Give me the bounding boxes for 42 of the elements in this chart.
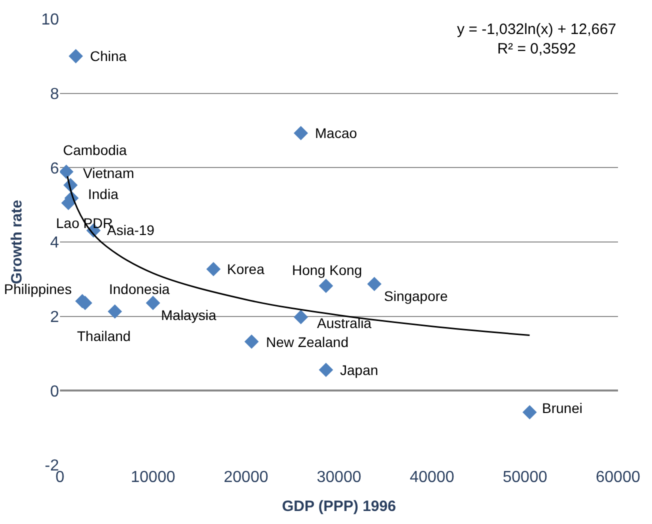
annotation: Japan (340, 362, 378, 378)
annotation: Korea (227, 261, 265, 277)
point (367, 276, 382, 292)
y-tick-label: 10 (41, 12, 60, 29)
x-tick-label: 40000 (410, 469, 454, 486)
annotation: Australia (317, 315, 372, 331)
annotation: y = -1,032ln(x) + 12,667 R² = 0,3592 (457, 21, 616, 58)
point (68, 49, 83, 64)
point (206, 262, 221, 276)
annotation: Malaysia (161, 307, 216, 323)
point (60, 164, 74, 179)
point (318, 362, 334, 377)
y-tick-label: 6 (50, 160, 60, 178)
y-tick-label: 8 (50, 86, 60, 103)
x-tick-label: 30000 (316, 469, 362, 486)
annotation: Vietnam (83, 165, 134, 181)
annotation: Thailand (77, 328, 131, 344)
x-tick-label: 20000 (224, 469, 268, 486)
point (294, 126, 308, 140)
y-tick-label: 4 (50, 234, 60, 252)
annotation: Macao (315, 125, 358, 141)
point (146, 296, 160, 310)
annotation: New Zealand (266, 334, 348, 350)
annotation: India (88, 186, 119, 202)
point (294, 310, 308, 324)
annotation: China (90, 48, 127, 64)
y-axis-title: Growth rate (8, 200, 26, 284)
annotation: Indonesia (109, 281, 170, 297)
x-tick-label: 10000 (130, 469, 176, 486)
point (318, 278, 334, 294)
point (522, 405, 537, 420)
x-tick-label: 50000 (502, 469, 548, 486)
annotation: Cambodia (63, 142, 128, 158)
annotation: Brunei (542, 400, 582, 416)
x-axis-title: GDP (PPP) 1996 (282, 498, 396, 515)
point (244, 334, 259, 349)
annotation: Hong Kong (292, 262, 362, 278)
y-tick-label: 2 (50, 308, 60, 326)
annotation: Singapore (384, 288, 448, 304)
point (108, 304, 122, 319)
y-tick-label: 0 (50, 383, 60, 400)
x-tick-label: 60000 (596, 469, 640, 486)
